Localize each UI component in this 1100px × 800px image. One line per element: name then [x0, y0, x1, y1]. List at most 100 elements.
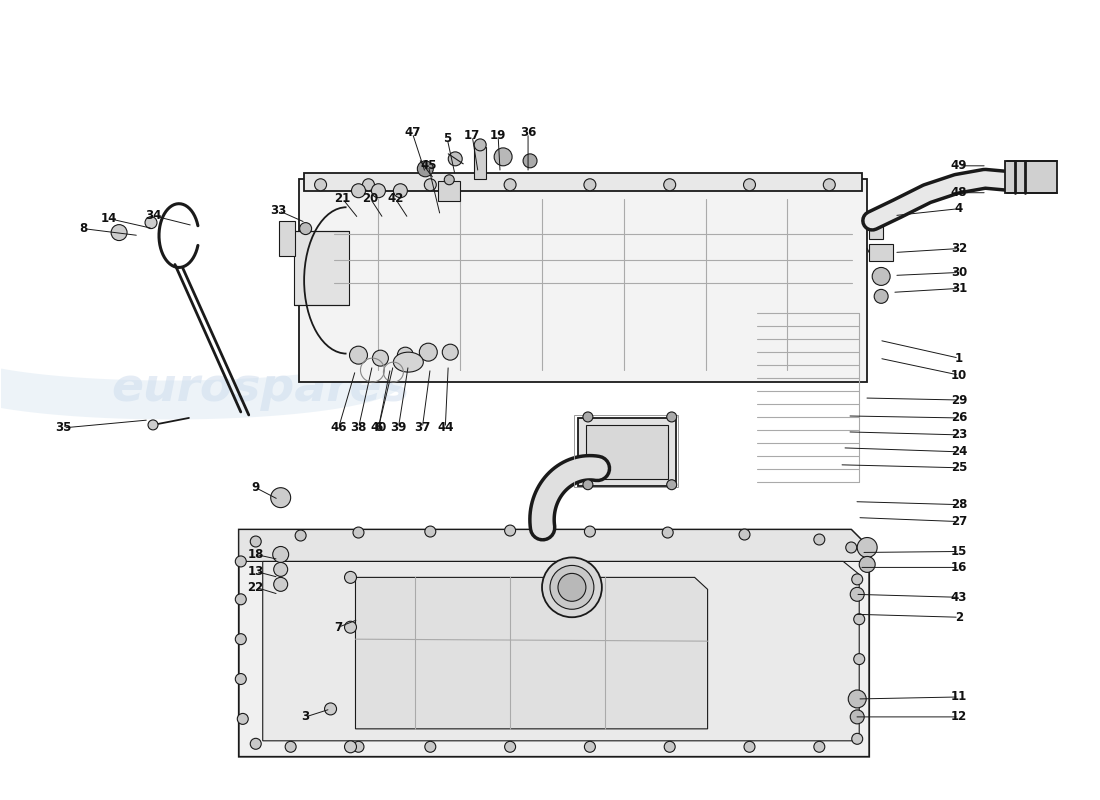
- Ellipse shape: [315, 178, 327, 190]
- Text: 11: 11: [950, 690, 967, 703]
- Text: 39: 39: [390, 422, 407, 434]
- Ellipse shape: [238, 714, 249, 724]
- Ellipse shape: [271, 488, 290, 508]
- Text: 40: 40: [371, 422, 386, 434]
- Ellipse shape: [667, 412, 676, 422]
- Bar: [298, 178, 867, 382]
- Bar: [304, 173, 862, 190]
- Ellipse shape: [851, 574, 862, 585]
- Polygon shape: [355, 578, 707, 729]
- Bar: [278, 221, 295, 255]
- Ellipse shape: [394, 352, 424, 372]
- Text: 17: 17: [464, 130, 481, 142]
- Text: 22: 22: [248, 581, 264, 594]
- Text: 42: 42: [387, 192, 404, 206]
- Ellipse shape: [874, 290, 888, 303]
- Text: 24: 24: [950, 446, 967, 458]
- Ellipse shape: [744, 742, 755, 752]
- Text: 19: 19: [490, 130, 506, 142]
- Text: 10: 10: [950, 369, 967, 382]
- Ellipse shape: [851, 734, 862, 744]
- Bar: [574, 415, 678, 486]
- Ellipse shape: [851, 694, 862, 705]
- Text: 4: 4: [955, 202, 964, 215]
- Ellipse shape: [417, 161, 433, 177]
- Text: 1: 1: [955, 352, 962, 365]
- Ellipse shape: [550, 566, 594, 610]
- Ellipse shape: [111, 225, 128, 241]
- Ellipse shape: [872, 267, 890, 286]
- Ellipse shape: [148, 420, 158, 430]
- Polygon shape: [239, 530, 869, 562]
- Ellipse shape: [662, 527, 673, 538]
- Text: 49: 49: [950, 159, 967, 172]
- Text: 44: 44: [437, 422, 453, 434]
- Ellipse shape: [664, 742, 675, 752]
- Text: 33: 33: [271, 204, 287, 217]
- Text: 5: 5: [443, 133, 451, 146]
- Polygon shape: [263, 562, 859, 741]
- Bar: [438, 181, 460, 201]
- Ellipse shape: [299, 222, 311, 234]
- Text: 27: 27: [950, 515, 967, 528]
- Text: 29: 29: [950, 394, 967, 406]
- Text: 34: 34: [145, 209, 162, 222]
- Text: 15: 15: [950, 545, 967, 558]
- Text: 26: 26: [950, 411, 967, 425]
- Text: 20: 20: [362, 192, 378, 206]
- Ellipse shape: [857, 538, 877, 558]
- Text: 9: 9: [252, 481, 260, 494]
- Ellipse shape: [344, 622, 356, 633]
- Ellipse shape: [494, 148, 513, 166]
- Ellipse shape: [273, 546, 288, 562]
- Ellipse shape: [274, 562, 288, 576]
- Text: 45: 45: [420, 159, 437, 172]
- Bar: [869, 217, 883, 238]
- Ellipse shape: [505, 525, 516, 536]
- Text: 7: 7: [334, 621, 342, 634]
- Ellipse shape: [251, 536, 261, 547]
- Text: eurospares: eurospares: [111, 366, 410, 410]
- Ellipse shape: [235, 634, 246, 645]
- Ellipse shape: [814, 534, 825, 545]
- Ellipse shape: [823, 178, 835, 190]
- Ellipse shape: [542, 558, 602, 618]
- Ellipse shape: [372, 184, 385, 198]
- Text: 32: 32: [950, 242, 967, 255]
- Ellipse shape: [474, 139, 486, 151]
- Ellipse shape: [663, 178, 675, 190]
- Ellipse shape: [235, 556, 246, 567]
- Ellipse shape: [524, 154, 537, 168]
- Text: 13: 13: [248, 565, 264, 578]
- Text: 46: 46: [330, 422, 346, 434]
- Ellipse shape: [324, 703, 337, 715]
- Text: 28: 28: [950, 498, 967, 511]
- Text: 14: 14: [101, 212, 118, 225]
- Ellipse shape: [394, 184, 407, 198]
- Ellipse shape: [583, 412, 593, 422]
- Text: 25: 25: [950, 462, 967, 474]
- Text: 36: 36: [520, 126, 536, 139]
- Bar: [586, 425, 668, 478]
- Ellipse shape: [848, 690, 866, 708]
- Text: 2: 2: [955, 610, 962, 624]
- Ellipse shape: [859, 557, 876, 572]
- Ellipse shape: [449, 152, 462, 166]
- Text: 35: 35: [55, 422, 72, 434]
- Ellipse shape: [584, 742, 595, 752]
- Text: 18: 18: [248, 548, 264, 561]
- Ellipse shape: [814, 742, 825, 752]
- Bar: [474, 147, 486, 178]
- Text: 21: 21: [334, 192, 351, 206]
- Ellipse shape: [584, 526, 595, 537]
- Ellipse shape: [854, 614, 865, 625]
- Ellipse shape: [846, 542, 857, 553]
- Ellipse shape: [854, 654, 865, 665]
- Ellipse shape: [583, 480, 593, 490]
- Polygon shape: [239, 530, 869, 757]
- Ellipse shape: [274, 578, 288, 591]
- Ellipse shape: [444, 174, 454, 185]
- Text: 31: 31: [950, 282, 967, 295]
- Ellipse shape: [235, 594, 246, 605]
- Text: 38: 38: [350, 422, 366, 434]
